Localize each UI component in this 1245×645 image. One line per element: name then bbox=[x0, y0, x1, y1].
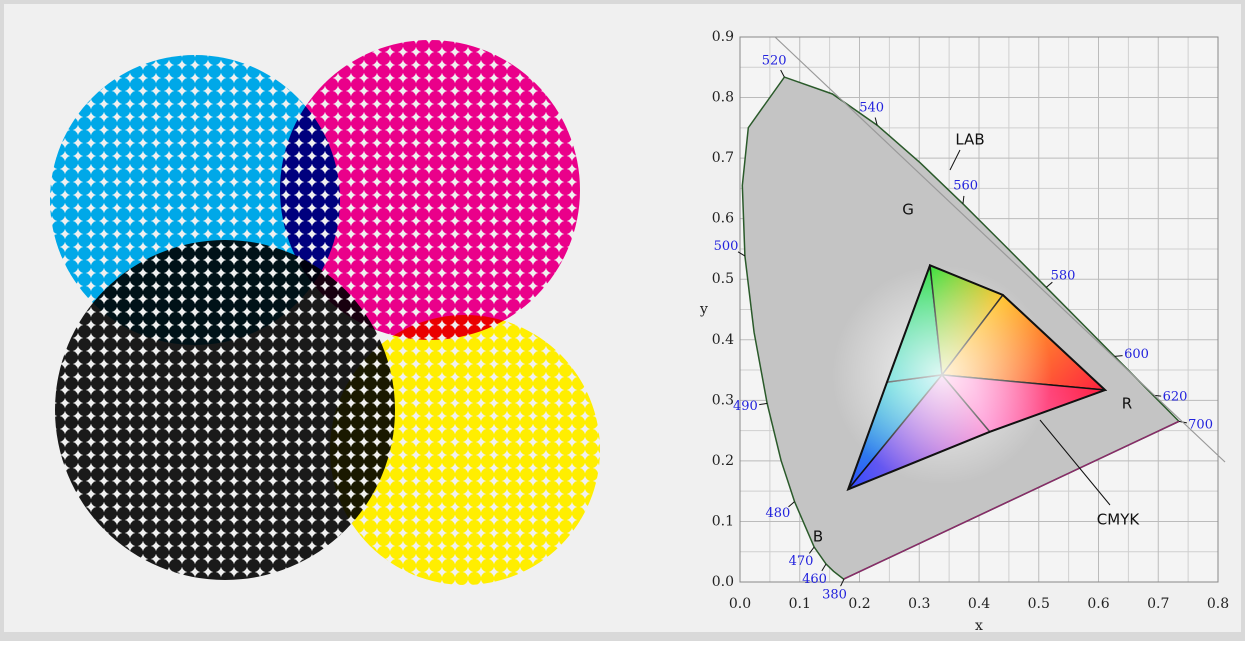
wavelength-label: 600 bbox=[1124, 347, 1149, 362]
annotation: B bbox=[813, 528, 823, 546]
chromaticity-chart: 0.0 0.1 0.2 0.3 0.4 0.5 0.6 0.7 0.8 0.0 0.1 0.2 0.3 0… bbox=[699, 29, 1229, 634]
wavelength-label: 540 bbox=[859, 100, 884, 115]
x-tick-label: 0.6 bbox=[1087, 596, 1109, 612]
y-tick-label: 0.8 bbox=[712, 90, 734, 106]
x-tick-label: 0.8 bbox=[1207, 596, 1229, 612]
y-axis-label: y bbox=[699, 302, 708, 318]
leader-line bbox=[1039, 419, 1111, 506]
wavelength-label: 490 bbox=[733, 399, 758, 414]
wavelength-label: 520 bbox=[762, 54, 787, 69]
locus-tick bbox=[759, 402, 768, 406]
wavelength-label: 700 bbox=[1188, 417, 1213, 432]
locus-tick bbox=[1114, 355, 1123, 357]
purple-line bbox=[843, 420, 1180, 580]
locus-tick bbox=[808, 546, 815, 554]
x-tick-label: 0.7 bbox=[1147, 596, 1169, 612]
y-tick-label: 0.4 bbox=[712, 332, 734, 348]
locus-tick bbox=[788, 501, 795, 508]
annotation: R bbox=[1122, 395, 1132, 413]
x-tick-label: 0.5 bbox=[1028, 596, 1050, 612]
annotation: G bbox=[902, 201, 914, 219]
annotation: CMYK bbox=[1097, 511, 1141, 529]
wavelength-label: 500 bbox=[714, 239, 739, 254]
wavelength-label: 620 bbox=[1163, 390, 1188, 405]
locus-tick bbox=[737, 251, 746, 257]
locus-tick bbox=[962, 195, 965, 204]
y-tick-label: 0.7 bbox=[712, 150, 734, 166]
y-tick-label: 0.5 bbox=[712, 271, 734, 287]
axes-frame bbox=[739, 36, 1219, 583]
gamut-outline bbox=[846, 263, 1107, 492]
annotation: LAB bbox=[955, 131, 984, 149]
wavelength-label: 480 bbox=[765, 506, 790, 521]
y-tick-label: 0.6 bbox=[712, 211, 734, 227]
y-tick-label: 0.2 bbox=[712, 453, 734, 469]
wavelength-label: 470 bbox=[789, 554, 814, 569]
x-tick-label: 0.1 bbox=[789, 596, 811, 612]
locus-tick bbox=[874, 117, 878, 126]
locus-tick bbox=[840, 578, 845, 587]
y-tick-label: 0.1 bbox=[712, 513, 734, 529]
locus-tick bbox=[780, 69, 785, 78]
x-axis-label: x bbox=[975, 618, 983, 634]
y-tick-label: 0.3 bbox=[712, 392, 734, 408]
x-tick-label: 0.0 bbox=[729, 596, 751, 612]
wavelength-label: 380 bbox=[822, 588, 847, 603]
wavelength-label: 460 bbox=[802, 572, 827, 587]
x-tick-label: 0.2 bbox=[848, 596, 870, 612]
y-tick-label: 0.9 bbox=[712, 29, 734, 45]
reference-line bbox=[774, 36, 1226, 463]
leader-line bbox=[949, 149, 961, 171]
halftone-illustration bbox=[50, 40, 600, 585]
y-tick-label: 0.0 bbox=[712, 574, 734, 590]
x-tick-label: 0.4 bbox=[968, 596, 990, 612]
wavelength-label: 560 bbox=[953, 178, 978, 193]
locus-tick bbox=[821, 563, 827, 572]
x-tick-label: 0.3 bbox=[908, 596, 930, 612]
wavelength-label: 580 bbox=[1051, 268, 1076, 283]
